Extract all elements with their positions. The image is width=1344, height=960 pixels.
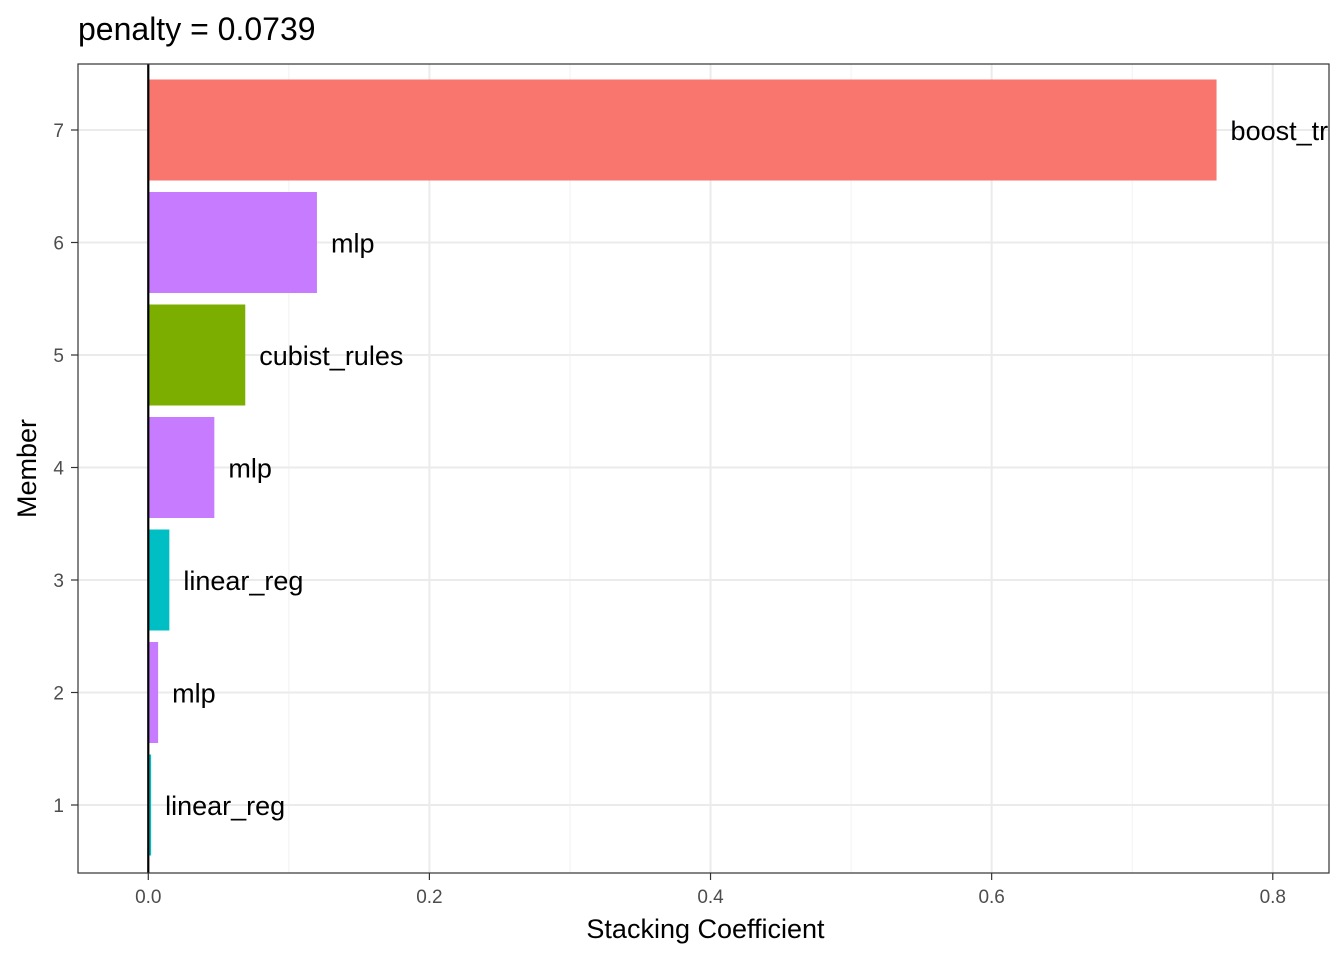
bar-member-3 — [148, 529, 170, 631]
bar-member-4 — [148, 417, 215, 518]
x-tick-label: 0.6 — [978, 887, 1004, 908]
bar-label-member-6: mlp — [331, 229, 375, 259]
bar-label-member-7: boost_tree — [1231, 116, 1344, 146]
bar-member-1 — [148, 754, 152, 856]
bar-label-member-4: mlp — [228, 454, 272, 484]
y-tick-label: 7 — [53, 121, 64, 142]
bar-label-member-5: cubist_rules — [259, 341, 403, 371]
y-tick-label: 4 — [53, 459, 64, 480]
y-tick-label: 1 — [53, 796, 64, 817]
chart-title: penalty = 0.0739 — [78, 11, 316, 47]
y-axis: 1 2 3 4 5 6 7 — [53, 121, 78, 817]
x-axis: 0.0 0.2 0.4 0.6 0.8 — [135, 873, 1286, 908]
bar-label-member-2: mlp — [172, 679, 216, 709]
x-tick-label: 0.4 — [697, 887, 724, 908]
bar-member-2 — [148, 642, 159, 743]
x-tick-label: 0.8 — [1260, 887, 1286, 908]
x-tick-label: 0.2 — [416, 887, 442, 908]
bar-labels: linear_regmlplinear_regmlpcubist_rulesml… — [165, 116, 1344, 821]
y-tick-label: 2 — [53, 684, 64, 705]
y-axis-title: Member — [12, 419, 42, 518]
y-tick-label: 6 — [53, 234, 64, 255]
x-axis-title: Stacking Coefficient — [586, 914, 825, 944]
bar-member-6 — [148, 192, 317, 293]
bar-member-7 — [148, 79, 1217, 181]
bar-member-5 — [148, 304, 246, 406]
x-tick-label: 0.0 — [135, 887, 161, 908]
plot-panel-border — [77, 63, 1330, 874]
bar-label-member-1: linear_reg — [165, 791, 285, 821]
bar-label-member-3: linear_reg — [183, 566, 303, 596]
bars — [148, 79, 1217, 856]
y-tick-label: 5 — [53, 346, 64, 367]
y-tick-label: 3 — [53, 571, 64, 592]
